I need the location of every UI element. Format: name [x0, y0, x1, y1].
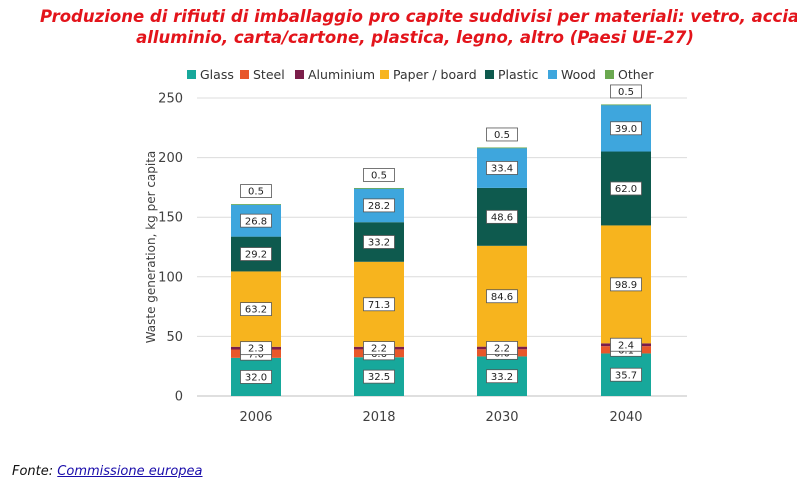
data-label-box	[610, 84, 642, 99]
legend-label: Other	[618, 67, 654, 82]
legend-label: Paper / board	[393, 67, 477, 82]
legend-swatch	[485, 70, 494, 79]
data-label-box	[240, 213, 272, 228]
data-label-box	[240, 370, 272, 384]
data-label-box	[240, 247, 272, 261]
data-label: 0.5	[494, 130, 510, 141]
legend-swatch	[380, 70, 389, 79]
legend-label: Glass	[200, 67, 234, 82]
data-label: 0.5	[248, 187, 264, 198]
data-label: 2.2	[371, 344, 387, 355]
data-label: 84.6	[491, 292, 513, 303]
y-tick-label: 200	[158, 151, 183, 166]
y-axis-label: Waste generation, kg per capita	[144, 151, 158, 344]
data-label: 48.6	[491, 212, 513, 223]
bar-segment	[231, 204, 281, 205]
bar-segment	[601, 104, 651, 106]
y-tick-label: 50	[166, 330, 183, 345]
data-label-box	[486, 289, 518, 304]
y-tick-label: 100	[158, 270, 183, 285]
data-label: 2.4	[618, 340, 634, 351]
y-tick-label: 0	[175, 390, 183, 405]
data-label: 39.0	[615, 124, 637, 135]
chart-title-line-2: alluminio, carta/cartone, plastica, legn…	[136, 28, 694, 47]
legend-label: Wood	[561, 67, 596, 82]
source-note: Fonte: Commissione europea	[12, 464, 203, 479]
data-label: 33.4	[491, 164, 513, 175]
data-label: 0.5	[371, 171, 387, 182]
y-tick-label: 150	[158, 211, 183, 226]
chart-title: Produzione di rifiuti di imballaggio pro…	[40, 6, 797, 48]
data-label: 32.5	[368, 372, 390, 383]
data-label-box	[486, 209, 518, 224]
data-label-box	[610, 121, 642, 136]
legend-swatch	[187, 70, 196, 79]
data-label-box	[363, 341, 395, 355]
data-label: 62.0	[615, 184, 637, 195]
data-label-box	[363, 235, 395, 249]
data-label: 35.7	[615, 370, 637, 381]
data-label: 2.2	[494, 344, 510, 355]
chart-title-line-1: Produzione di rifiuti di imballaggio pro…	[40, 7, 797, 26]
source-prefix: Fonte:	[12, 464, 54, 479]
y-tick-label: 250	[158, 92, 183, 107]
legend-label: Steel	[253, 67, 285, 82]
source-link[interactable]: Commissione europea	[57, 464, 203, 479]
data-label-box	[610, 367, 642, 382]
data-label-box	[363, 369, 395, 384]
data-label-box	[240, 302, 272, 317]
data-label: 33.2	[368, 238, 390, 249]
data-label: 2.3	[248, 344, 264, 355]
data-label-box	[240, 341, 272, 356]
data-label-box	[486, 127, 518, 142]
data-label-box	[610, 181, 642, 196]
data-label-box	[363, 168, 395, 182]
data-label-box	[610, 277, 642, 292]
data-label-box	[363, 297, 395, 312]
data-label: 32.0	[245, 373, 267, 384]
data-label: 33.2	[491, 372, 513, 383]
data-label: 26.8	[245, 216, 267, 227]
legend-swatch	[548, 70, 557, 79]
data-label-box	[240, 184, 272, 198]
legend-label: Plastic	[498, 67, 539, 82]
data-label-box	[363, 198, 395, 213]
data-label-box	[486, 161, 518, 175]
x-tick-label: 2006	[239, 410, 272, 425]
x-tick-label: 2040	[609, 410, 642, 425]
data-label-box	[486, 369, 518, 384]
data-label: 28.2	[368, 201, 390, 212]
data-label: 63.2	[245, 305, 267, 316]
legend-label: Aluminium	[308, 67, 375, 82]
data-label: 71.3	[368, 300, 390, 311]
legend-swatch	[295, 70, 304, 79]
bar-segment	[477, 147, 527, 149]
legend-swatch	[605, 70, 614, 79]
x-tick-label: 2018	[362, 410, 395, 425]
data-label-box	[610, 337, 642, 352]
data-label-box	[486, 341, 518, 355]
bar-segment	[354, 187, 404, 189]
legend-swatch	[240, 70, 249, 79]
x-tick-label: 2030	[485, 410, 518, 425]
data-label: 29.2	[245, 250, 267, 261]
data-label: 0.5	[618, 87, 634, 98]
data-label: 98.9	[615, 280, 637, 291]
